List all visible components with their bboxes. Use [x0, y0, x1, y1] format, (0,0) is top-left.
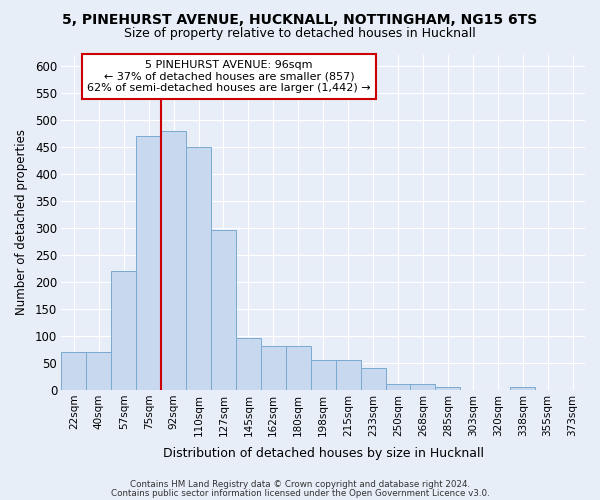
Bar	[286, 346, 311, 390]
Bar	[61, 352, 86, 390]
Text: 5, PINEHURST AVENUE, HUCKNALL, NOTTINGHAM, NG15 6TS: 5, PINEHURST AVENUE, HUCKNALL, NOTTINGHA…	[62, 12, 538, 26]
Text: 5 PINEHURST AVENUE: 96sqm
← 37% of detached houses are smaller (857)
62% of semi: 5 PINEHURST AVENUE: 96sqm ← 37% of detac…	[87, 60, 371, 93]
Y-axis label: Number of detached properties: Number of detached properties	[15, 130, 28, 316]
Text: Contains HM Land Registry data © Crown copyright and database right 2024.: Contains HM Land Registry data © Crown c…	[130, 480, 470, 489]
Bar	[410, 384, 436, 390]
Bar	[510, 387, 535, 390]
Bar	[261, 346, 286, 390]
Bar	[161, 130, 186, 390]
Bar	[86, 352, 111, 390]
Text: Contains public sector information licensed under the Open Government Licence v3: Contains public sector information licen…	[110, 488, 490, 498]
Bar	[211, 230, 236, 390]
Bar	[136, 136, 161, 390]
Bar	[436, 387, 460, 390]
Bar	[111, 271, 136, 390]
Bar	[236, 338, 261, 390]
X-axis label: Distribution of detached houses by size in Hucknall: Distribution of detached houses by size …	[163, 447, 484, 460]
Bar	[361, 368, 386, 390]
Bar	[311, 360, 335, 390]
Bar	[186, 146, 211, 390]
Bar	[386, 384, 410, 390]
Text: Size of property relative to detached houses in Hucknall: Size of property relative to detached ho…	[124, 28, 476, 40]
Bar	[335, 360, 361, 390]
